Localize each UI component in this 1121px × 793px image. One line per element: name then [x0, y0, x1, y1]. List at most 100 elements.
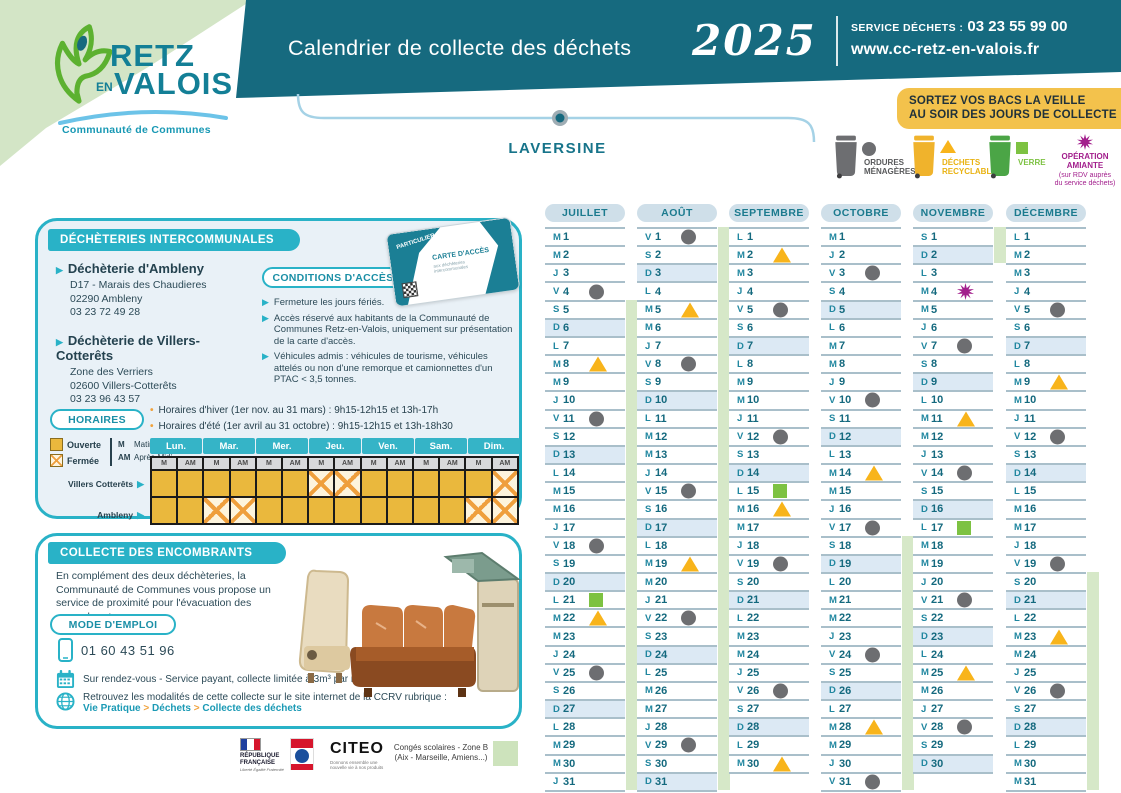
- weekday-letter: D: [1014, 594, 1021, 606]
- calendar-day: M 15: [821, 481, 901, 500]
- day-number: 24: [655, 648, 668, 661]
- calendar-day: D 12: [821, 426, 901, 445]
- horaires-button: HORAIRES: [50, 409, 144, 430]
- site-name: Déchèterie d'Ambleny: [67, 261, 204, 276]
- day-number: 14: [1024, 467, 1037, 480]
- day-number: 12: [747, 430, 760, 443]
- calendar-day: L 22: [729, 608, 809, 627]
- school-holidays-legend: Congés scolaires - Zone B (Aix - Marseil…: [392, 743, 490, 763]
- breadcrumb-separator: >: [193, 703, 200, 714]
- schedule-subheader: M: [359, 456, 388, 471]
- day-number: 24: [563, 648, 576, 661]
- day-number: 25: [655, 666, 668, 679]
- weekday-letter: V: [645, 485, 652, 497]
- schedule-closed-cell: [307, 469, 336, 498]
- calendar-day: D 13: [545, 444, 625, 464]
- weekday-letter: S: [737, 449, 744, 461]
- schedule-open-cell: [307, 496, 336, 525]
- legend-ordures-menageres: ORDURES MÉNAGÈRES: [832, 134, 916, 198]
- commune-name: LAVERSINE: [508, 140, 607, 157]
- weekday-letter: D: [737, 721, 744, 733]
- weekday-letter: M: [921, 304, 929, 316]
- calendar-day: J 11: [1006, 408, 1086, 427]
- day-number: 2: [655, 249, 662, 262]
- day-number: 23: [839, 630, 852, 643]
- website-link: www.cc-retz-en-valois.fr: [851, 41, 1040, 58]
- recyclables-marker: [865, 719, 883, 735]
- weekday-letter: D: [645, 776, 652, 788]
- day-number: 20: [655, 576, 668, 589]
- day-number: 21: [563, 594, 576, 607]
- calendar-day: D 26: [821, 680, 901, 700]
- recyclables-marker: [773, 756, 791, 772]
- weekday-letter: M: [1014, 376, 1022, 388]
- site-address: 02600 Villers-Cotterêts: [70, 379, 177, 392]
- weekday-letter: D: [1014, 467, 1021, 479]
- calendar-day: M 29: [545, 735, 625, 754]
- service-phone: 03 23 55 99 00: [967, 18, 1068, 35]
- day-number: 6: [1024, 321, 1031, 334]
- weekday-letter: M: [829, 485, 837, 497]
- weekday-letter: S: [1014, 703, 1021, 715]
- weekday-letter: S: [737, 703, 744, 715]
- horaires-ete: Horaires d'été (1er avril au 31 octobre)…: [150, 421, 453, 432]
- commune-connector-line: [296, 93, 816, 143]
- calendar-day: M 23: [729, 626, 809, 645]
- notice-line1: SORTEZ VOS BACS LA VEILLE: [909, 95, 1086, 107]
- ordures-menageres-marker: [865, 520, 880, 536]
- calendar-day: M 21: [821, 590, 901, 609]
- day-number: 3: [747, 267, 754, 280]
- legend-operation-amiante: OPÉRATION AMIANTE (sur RDV auprès du ser…: [1048, 134, 1121, 198]
- calendar-day: M 16: [729, 499, 809, 518]
- weekday-letter: S: [1014, 576, 1021, 588]
- calendar-day: L 22: [1006, 608, 1086, 627]
- weekday-letter: J: [553, 776, 559, 788]
- weekday-letter: L: [1014, 358, 1020, 370]
- day-number: 30: [563, 757, 576, 770]
- weekday-letter: V: [645, 739, 652, 751]
- weekday-letter: L: [829, 449, 835, 461]
- weekday-letter: S: [645, 376, 652, 388]
- weekday-letter: V: [737, 685, 744, 697]
- condition-item: Véhicules admis : véhicules de tourisme,…: [273, 351, 493, 385]
- calendar-day: V 10: [821, 390, 901, 409]
- calendar-day: M 13: [637, 444, 717, 464]
- schedule-open-cell: [385, 469, 415, 498]
- day-number: 11: [1024, 412, 1036, 425]
- encombrants-title: COLLECTE DES ENCOMBRANTS: [48, 542, 286, 564]
- calendar-day: M 19: [637, 553, 717, 572]
- schedule-subheader: AM: [333, 456, 362, 471]
- weekday-letter: V: [829, 649, 836, 661]
- day-number: 13: [563, 448, 576, 461]
- site-name: Déchèterie de Villers-Cotterêts: [56, 333, 200, 363]
- day-number: 10: [747, 394, 760, 407]
- calendar-day: L 29: [729, 735, 809, 754]
- weekday-letter: V: [645, 231, 652, 243]
- schedule-open-cell: [254, 496, 283, 525]
- calendar-day: V 29: [637, 735, 717, 754]
- day-number: 30: [1024, 757, 1037, 770]
- calendar-day: L 20: [821, 571, 901, 591]
- day-number: 8: [1024, 358, 1031, 371]
- weekday-letter: L: [829, 576, 835, 588]
- day-number: 19: [747, 557, 760, 570]
- schedule-site-label: Villers Cotterêts ▶: [68, 479, 144, 489]
- day-number: 31: [563, 775, 576, 788]
- day-number: 29: [1024, 739, 1037, 752]
- calendar-day: J 31: [545, 771, 625, 790]
- weekday-letter: M: [1014, 522, 1022, 534]
- day-number: 24: [839, 648, 852, 661]
- day-number: 10: [1024, 394, 1037, 407]
- weekday-letter: D: [829, 431, 836, 443]
- legend-label: MÉNAGÈRES: [864, 167, 916, 176]
